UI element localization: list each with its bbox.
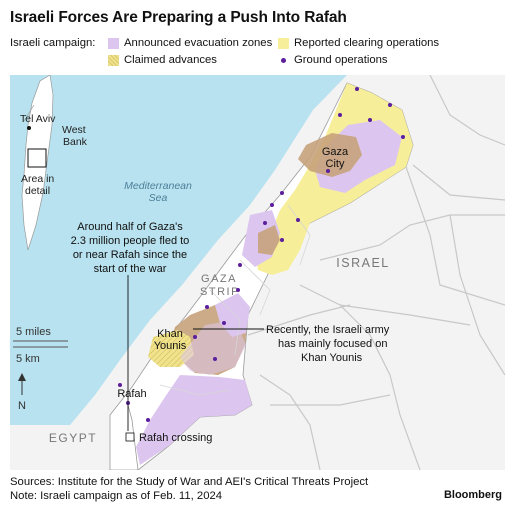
rafah-note-line-1: Around half of Gaza's [77, 221, 183, 233]
ground-op-dot [388, 103, 392, 107]
egypt-border [127, 404, 139, 470]
ground-op-dot [263, 221, 267, 225]
ground-op-dot [338, 113, 342, 117]
legend-label-ground: Ground operations [294, 54, 388, 66]
scale-miles-label: 5 miles [16, 326, 51, 338]
footer-note: Note: Israeli campaign as of Feb. 11, 20… [10, 490, 223, 502]
scale-km-label: 5 km [16, 353, 40, 365]
rafah-crossing-label: Rafah crossing [139, 432, 212, 444]
gaza-strip-label-1: GAZA [201, 273, 237, 285]
inset-map: Tel Aviv West Bank Area in detail [20, 75, 88, 251]
ground-op-dot [146, 418, 150, 422]
ground-op-dot [280, 191, 284, 195]
gaza-city-label-2: City [326, 158, 345, 170]
inset-coast-line [23, 104, 35, 122]
gaza-city-label-1: Gaza [322, 146, 349, 158]
ground-op-dot [222, 321, 226, 325]
clearing-swatch [278, 37, 289, 49]
sea-label-2: Sea [149, 192, 168, 204]
israel-label: ISRAEL [336, 256, 389, 270]
ground-op-dot [205, 305, 209, 309]
ground-op-dot [213, 357, 217, 361]
rafah-label: Rafah [117, 388, 146, 400]
sea-label-1: Mediterranean [124, 180, 192, 192]
rafah-annotation: Around half of Gaza's 2.3 million people… [71, 221, 190, 431]
roads [247, 75, 505, 470]
north-arrow-head [18, 373, 26, 381]
minor-roads [159, 204, 311, 396]
ground-op-dot [296, 218, 300, 222]
rafah-note-line-3: or near Rafah since the [73, 249, 187, 261]
evacuation-swatch [108, 37, 119, 49]
dense-middle [258, 225, 280, 255]
egypt-label: EGYPT [49, 431, 97, 445]
legend-item-ground: Ground operations [278, 54, 388, 66]
ground-dot [281, 57, 286, 63]
scale-bar: 5 miles 5 km [13, 326, 68, 365]
legend-label-clearing: Reported clearing operations [294, 37, 440, 49]
legend-item-claimed: Claimed advances [108, 54, 217, 66]
ground-op-dot [193, 335, 197, 339]
khan-younis-label-1: Khan [157, 328, 183, 340]
evacuation-rafah [136, 375, 252, 465]
north-arrow: N [18, 373, 26, 412]
footer: Sources: Institute for the Study of War … [10, 475, 368, 503]
ground-op-dot [368, 118, 372, 122]
footer-source: Sources: Institute for the Study of War … [10, 476, 369, 488]
sea [10, 75, 347, 425]
legend-item-evacuation: Announced evacuation zones [108, 37, 272, 49]
legend-label-evacuation: Announced evacuation zones [124, 37, 273, 49]
evacuation-khan-center [180, 320, 246, 375]
brand-logo: Bloomberg [443, 489, 502, 501]
legend: Israeli campaign: Announced evacuation z… [10, 37, 505, 71]
north-label: N [18, 400, 26, 412]
ground-op-dot [355, 87, 359, 91]
ground-op-dot [280, 238, 284, 242]
tel-aviv-marker [27, 126, 31, 130]
khan-note-line-2: has mainly focused on [278, 338, 387, 350]
ground-op-dot [401, 135, 405, 139]
dense-gaza-city [298, 133, 362, 177]
claimed-swatch [108, 54, 119, 66]
rafah-crossing-marker [125, 432, 135, 442]
map: Tel Aviv West Bank Area in detail Medite… [10, 75, 505, 470]
ground-op-dot [270, 203, 274, 207]
inset-area-label-2: detail [25, 185, 50, 197]
khan-note-line-1: Recently, the Israeli army [266, 324, 390, 336]
legend-item-clearing: Reported clearing operations [278, 37, 439, 49]
inset-tel-aviv-label: Tel Aviv [20, 113, 56, 125]
rafah-note-line-4: start of the war [94, 263, 167, 275]
legend-label-claimed: Claimed advances [124, 54, 217, 66]
ground-op-dot [238, 263, 242, 267]
legend-lead: Israeli campaign: [10, 37, 96, 49]
ground-op-dot [326, 169, 330, 173]
inset-west-bank-label-1: West [62, 124, 86, 136]
ground-op-dot [236, 288, 240, 292]
khan-younis-label-2: Younis [154, 340, 187, 352]
khan-note-line-3: Khan Younis [301, 352, 363, 364]
ground-operations [118, 87, 405, 422]
map-title: Israeli Forces Are Preparing a Push Into… [10, 9, 347, 26]
rafah-note-line-2: 2.3 million people fled to [71, 235, 190, 247]
inset-area-label-1: Area in [21, 173, 54, 185]
inset-west-bank-label-2: Bank [63, 136, 88, 148]
khan-annotation: Recently, the Israeli army has mainly fo… [193, 324, 390, 364]
ground-op-dot [118, 383, 122, 387]
gaza-strip-label-2: STRIP [200, 286, 240, 298]
inset-area-box [27, 148, 47, 168]
inset-israel [21, 75, 54, 251]
